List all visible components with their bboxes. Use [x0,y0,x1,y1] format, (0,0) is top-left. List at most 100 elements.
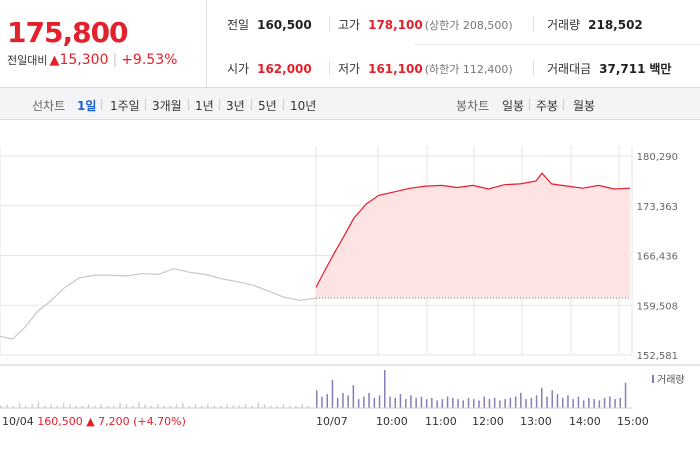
volume-bar [504,399,506,408]
volume-bar [251,405,253,408]
volume-bar [270,405,272,408]
volume-bar [81,405,84,408]
series-line-today [315,172,631,288]
volume-bar [169,405,172,408]
volume-bar [150,405,153,408]
volume-bar [316,390,318,408]
volume-bar [50,404,52,408]
volume-bar [425,399,428,408]
tab-3y[interactable]: 3년 [226,99,245,113]
quote-header: 175,800 전일대비 ▲15,300 | +9.53% 전일 160,500 고가 1… [0,0,700,88]
volume-bar [157,404,159,408]
volume-bar [87,404,90,408]
stat-trade-value: 거래대금 37,711 백만 [547,62,672,76]
volume-bar [399,394,402,408]
series-line-prev-day [0,268,317,340]
volume-bar [331,380,334,408]
price-area-fill [316,173,630,299]
volume-bar [446,396,449,408]
candle-chart-label: 봉차트 [456,99,490,113]
volume-bar [562,397,564,408]
volume-bar [213,405,215,408]
volume-bar [238,405,241,408]
y-tick-label: 180,290 [637,152,678,163]
stat-open: 시가 162,000 [227,62,312,76]
y-tick-label: 173,363 [637,202,678,213]
volume-bar [420,396,423,408]
volume-bar [75,405,77,408]
volume-bar [373,397,376,408]
volume-bar [100,404,102,408]
volume-bar [389,396,391,408]
stat-high: 고가 178,100 (상한가 208,500) [338,18,513,32]
volume-bar [452,397,454,408]
volume-bar [6,404,8,408]
y-tick-label: 159,508 [637,301,678,312]
volume-bar [525,399,527,408]
tab-daily-candle[interactable]: 일봉 [502,99,525,113]
stat-prev-close: 전일 160,500 [227,18,312,32]
stat-volume: 거래량 218,502 [547,18,643,32]
volume-bar [31,404,33,408]
volume-bar [609,396,611,408]
tab-5y[interactable]: 5년 [258,99,277,113]
volume-bar [106,405,109,408]
volume-bar [415,397,417,408]
volume-bar [125,404,128,408]
volume-bar [483,396,485,408]
volume-bar [488,399,491,408]
volume-bar [572,399,574,408]
volume-bar [520,392,522,408]
change-label: 전일대비 [7,54,48,67]
volume-bar [119,402,121,408]
volume-bar [342,392,344,408]
tab-3m[interactable]: 3개월 [152,99,182,113]
volume-bar [441,399,444,408]
tab-1y[interactable]: 1년 [195,99,214,113]
volume-bar [188,405,190,408]
volume-bar [257,402,259,408]
line-chart-label: 선차트 [32,99,66,113]
tab-monthly-candle[interactable]: 월봉 [573,99,596,113]
volume-bar [410,395,412,408]
volume-bar [175,404,178,408]
volume-bar [182,402,184,408]
volume-bar [588,397,590,408]
volume-bar [405,399,407,408]
volume-bar [582,400,585,408]
volume-bar [514,396,517,408]
volume-bar [467,397,470,408]
volume-bar [326,394,328,408]
x-tick-label: 12:00 [472,415,504,428]
x-tick-label: 10/07 [316,415,348,428]
volume-bar [163,405,165,408]
tab-1d[interactable]: 1일 [77,99,97,113]
volume-bar [69,404,71,408]
y-tick-label: 152,581 [637,351,678,362]
volume-bar [282,404,285,408]
volume-bar [194,404,197,408]
price-box: 175,800 전일대비 ▲15,300 | +9.53% [0,0,207,88]
volume-bar [567,395,569,408]
tab-10y[interactable]: 10년 [290,99,317,113]
volume-bar [288,405,291,408]
volume-bar [94,405,96,408]
volume-bar [352,385,355,408]
volume-bar [226,404,228,408]
volume-bar [577,396,580,408]
volume-bar [219,405,222,408]
volume-bar [499,400,501,408]
volume-bar [357,399,360,408]
volume-bar [201,405,203,408]
change-amount: 15,300 [59,52,109,68]
volume-bar [18,402,21,408]
volume-bar [603,397,606,408]
volume-bar [384,370,386,408]
volume-bar [530,397,533,408]
volume-bar [321,396,323,408]
volume-bar [535,395,538,408]
volume-bar [378,395,381,408]
volume-bar [431,397,433,408]
tab-weekly-candle[interactable]: 주봉 [536,99,559,113]
tab-1w[interactable]: 1주일 [110,99,140,113]
